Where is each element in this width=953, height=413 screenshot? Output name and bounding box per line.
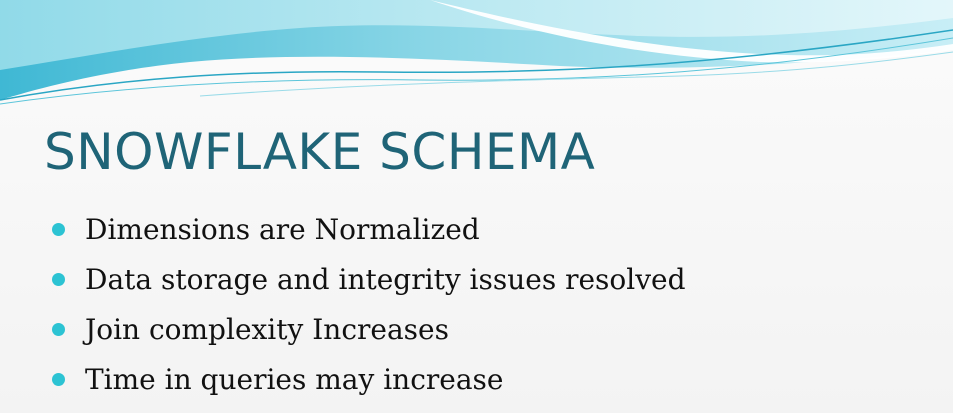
slide-title: SNOWFLAKE SCHEMA [44,123,596,181]
wave-line-1 [0,29,953,101]
bullet-dot-icon [52,272,65,286]
bullet-item: Data storage and integrity issues resolv… [52,254,686,304]
bullet-dot-icon [52,372,65,386]
bullet-text: Join complexity Increases [85,312,449,346]
bullet-dot-icon [52,222,65,236]
wave-line-2 [0,37,953,105]
wave-header-decoration [0,0,953,105]
bullet-text: Time in queries may increase [85,362,504,396]
bullet-item: Join complexity Increases [52,304,686,354]
bullet-text: Dimensions are Normalized [85,212,480,246]
wave-line-3 [199,51,953,97]
bullet-item: Dimensions are Normalized [52,204,686,254]
bullet-text: Data storage and integrity issues resolv… [85,262,686,296]
bullet-item: Time in queries may increase [52,354,686,404]
wave-band-light [0,0,953,70]
bullet-list: Dimensions are Normalized Data storage a… [52,204,686,404]
wave-swoosh-white [430,0,953,63]
bullet-dot-icon [52,322,65,336]
